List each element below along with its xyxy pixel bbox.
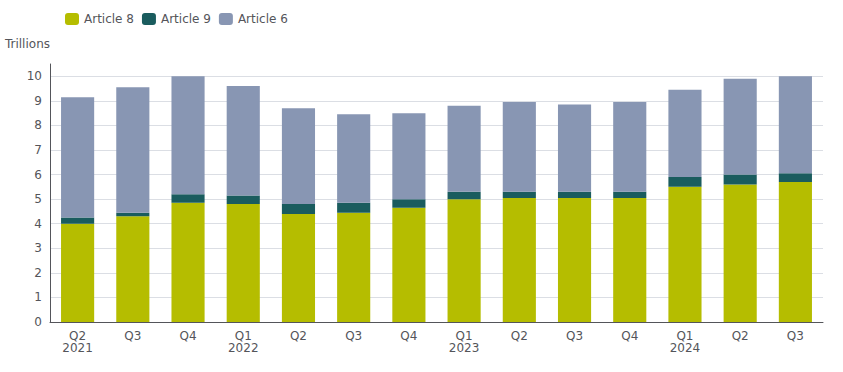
svg-text:Q1: Q1 <box>234 329 252 343</box>
svg-text:2022: 2022 <box>228 341 259 355</box>
svg-text:10: 10 <box>27 69 42 83</box>
svg-text:Q4: Q4 <box>400 329 417 343</box>
svg-text:Q3: Q3 <box>345 329 362 343</box>
svg-text:Q2: Q2 <box>290 329 307 343</box>
svg-text:Q4: Q4 <box>621 329 638 343</box>
svg-text:9: 9 <box>34 94 42 108</box>
svg-text:1: 1 <box>34 290 42 304</box>
svg-text:Trillions: Trillions <box>4 37 50 51</box>
svg-text:3: 3 <box>34 241 42 255</box>
svg-text:8: 8 <box>34 118 42 132</box>
svg-text:Q3: Q3 <box>566 329 583 343</box>
svg-text:Article 9: Article 9 <box>161 12 211 26</box>
svg-text:5: 5 <box>34 192 42 206</box>
svg-text:0: 0 <box>34 315 42 329</box>
svg-text:Q1: Q1 <box>455 329 473 343</box>
svg-text:7: 7 <box>34 143 42 157</box>
svg-text:Q2: Q2 <box>732 329 749 343</box>
svg-text:4: 4 <box>34 217 42 231</box>
svg-text:Q1: Q1 <box>676 329 694 343</box>
svg-text:2021: 2021 <box>62 341 93 355</box>
svg-text:2024: 2024 <box>670 341 701 355</box>
svg-text:6: 6 <box>34 168 42 182</box>
svg-text:Article 8: Article 8 <box>84 12 134 26</box>
svg-text:Q2: Q2 <box>69 329 87 343</box>
svg-text:Article 6: Article 6 <box>238 12 288 26</box>
svg-text:Q4: Q4 <box>179 329 196 343</box>
svg-text:Q3: Q3 <box>787 329 804 343</box>
svg-text:2: 2 <box>34 266 42 280</box>
svg-text:Q2: Q2 <box>511 329 528 343</box>
svg-text:Q3: Q3 <box>124 329 141 343</box>
svg-text:2023: 2023 <box>449 341 480 355</box>
